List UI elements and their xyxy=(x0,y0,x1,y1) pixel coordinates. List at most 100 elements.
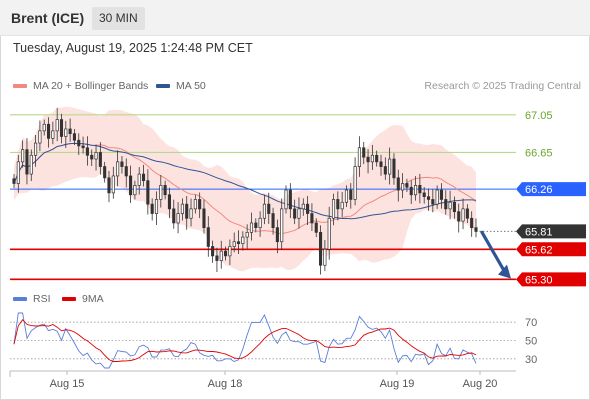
candle xyxy=(185,196,189,230)
candle-body xyxy=(198,199,202,210)
candle-body xyxy=(362,147,366,158)
candle-body xyxy=(85,147,89,156)
interval-button[interactable]: 30 MIN xyxy=(92,7,145,30)
candle-body xyxy=(72,133,76,141)
candle xyxy=(331,193,336,226)
ma50-swatch xyxy=(156,84,170,88)
candle xyxy=(85,136,89,166)
candle-body xyxy=(448,201,452,210)
candle xyxy=(38,120,42,152)
ma50-line xyxy=(13,142,477,220)
candle-body xyxy=(150,203,154,214)
candle xyxy=(405,178,409,192)
rsi-panel: 70 50 30 xyxy=(10,312,537,369)
candle xyxy=(16,154,20,193)
candle xyxy=(55,108,59,142)
candle xyxy=(154,191,159,226)
candle-body xyxy=(90,154,94,160)
candle-body xyxy=(189,208,193,219)
candle xyxy=(228,239,232,266)
candle xyxy=(314,218,318,238)
candle xyxy=(288,183,292,219)
candle-body xyxy=(275,227,279,243)
rsi-label: RSI xyxy=(33,293,51,305)
candle-body xyxy=(405,183,409,188)
candle-body xyxy=(176,213,180,224)
candle xyxy=(470,211,474,237)
legend-ma50: MA 50 xyxy=(156,80,206,92)
candle xyxy=(448,190,452,220)
research-credit: Research © 2025 Trading Central xyxy=(424,80,581,92)
candle xyxy=(396,169,400,202)
candle-body xyxy=(215,255,219,261)
candle-body xyxy=(77,139,81,147)
candle-body xyxy=(444,199,448,210)
candle-body xyxy=(422,192,426,197)
candle-body xyxy=(228,246,232,257)
candle xyxy=(301,198,305,216)
candle-body xyxy=(418,185,422,194)
candle-body xyxy=(254,222,258,229)
candle-body xyxy=(306,203,310,214)
candle-body xyxy=(51,130,55,139)
legend-rsi: RSI xyxy=(13,293,51,305)
candle-body xyxy=(431,199,435,205)
rsi-line xyxy=(13,312,477,369)
candle-body xyxy=(396,177,400,191)
x-tick-label: Aug 15 xyxy=(50,378,85,390)
candle-body xyxy=(98,152,102,167)
candle xyxy=(25,138,29,185)
candle-body xyxy=(163,185,167,196)
candle xyxy=(280,198,284,250)
candle-body xyxy=(241,236,245,244)
candle xyxy=(439,183,444,209)
x-tick-label: Aug 19 xyxy=(380,378,415,390)
candlesticks xyxy=(12,108,478,275)
candle-body xyxy=(340,201,344,210)
candle xyxy=(457,203,461,233)
candle-body xyxy=(224,250,228,257)
header-bar: Brent (ICE) 30 MIN xyxy=(0,0,590,36)
candle-body xyxy=(314,222,318,233)
candle xyxy=(409,180,413,204)
candle-body xyxy=(379,161,383,167)
candle xyxy=(77,133,81,156)
candle xyxy=(414,176,418,201)
candle-body xyxy=(366,156,370,163)
candle xyxy=(107,170,111,203)
candle-body xyxy=(21,149,25,163)
candle xyxy=(379,154,383,176)
candle xyxy=(340,191,344,217)
candle-body xyxy=(25,149,29,175)
candle xyxy=(29,149,33,182)
candle xyxy=(94,144,98,171)
candle xyxy=(180,198,184,221)
candle-body xyxy=(474,227,478,232)
candle xyxy=(258,211,262,237)
candle xyxy=(336,191,340,221)
candle xyxy=(297,197,301,229)
ma9-label: 9MA xyxy=(82,293,104,305)
candle xyxy=(141,164,146,187)
candle xyxy=(249,212,254,241)
candle xyxy=(284,185,288,214)
rsi-level-label: 50 xyxy=(525,336,537,348)
candle-body xyxy=(59,119,64,137)
candle-body xyxy=(185,203,189,219)
candle-body xyxy=(280,208,284,243)
candle xyxy=(129,165,133,203)
candle xyxy=(193,194,197,214)
candle xyxy=(245,224,249,249)
candle xyxy=(211,240,215,263)
price-tag-pivot: 66.26 xyxy=(516,182,586,197)
candle xyxy=(72,128,76,145)
ma20-swatch xyxy=(13,84,27,88)
candle-body xyxy=(457,211,461,222)
candle-body xyxy=(288,189,292,210)
candle-body xyxy=(146,180,150,205)
x-axis: Aug 15 Aug 18 Aug 19 Aug 20 xyxy=(9,370,516,390)
candle xyxy=(474,218,478,238)
candle-body xyxy=(284,189,288,210)
price-tag-last: 65.81 xyxy=(516,224,586,239)
